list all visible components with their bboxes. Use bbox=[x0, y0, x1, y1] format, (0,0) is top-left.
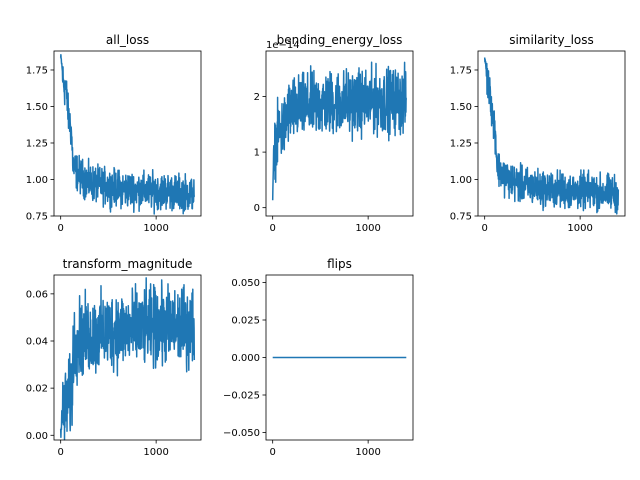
subplot-title: bending_energy_loss bbox=[277, 33, 403, 47]
y-tick-label: 2 bbox=[254, 92, 260, 103]
x-tick-label: 0 bbox=[57, 447, 63, 458]
subplot-similarity-loss: similarity_loss 0 1000 0.75 1.00 1.25 1.50 1.75 bbox=[450, 33, 626, 234]
y-tick-label: 0.02 bbox=[26, 384, 48, 395]
y-tick-label: 0.04 bbox=[26, 337, 48, 348]
x-tick-label: 1000 bbox=[143, 447, 168, 458]
x-tick-label: 1000 bbox=[355, 447, 380, 458]
y-tick-label: 1.75 bbox=[26, 65, 48, 76]
y-tick-label: −0.025 bbox=[223, 391, 260, 402]
x-tick-label: 1000 bbox=[567, 223, 592, 234]
y-tick-label: −0.050 bbox=[223, 428, 260, 439]
y-tick-label: 1 bbox=[254, 148, 260, 159]
x-tick-label: 0 bbox=[269, 223, 275, 234]
y-tick-label: 0 bbox=[254, 203, 260, 214]
y-tick-label: 1.75 bbox=[450, 65, 472, 76]
offset-label: 1e−14 bbox=[266, 40, 300, 51]
axes-frame bbox=[53, 274, 202, 441]
x-tick-label: 0 bbox=[481, 223, 487, 234]
x-tick-label: 0 bbox=[269, 447, 275, 458]
series-line bbox=[483, 57, 620, 215]
series-line bbox=[59, 53, 196, 215]
subplot-flips: flips 0 1000 −0.050 −0.025 0.000 0.025 0.050 bbox=[223, 257, 414, 458]
y-tick-label: 1.00 bbox=[450, 175, 472, 186]
y-tick-label: 0.06 bbox=[26, 289, 48, 300]
y-tick-label: 1.25 bbox=[26, 138, 48, 149]
subplot-title: all_loss bbox=[106, 33, 149, 47]
y-tick-label: 0.025 bbox=[231, 316, 260, 327]
x-tick-label: 0 bbox=[57, 223, 63, 234]
axes-frame bbox=[53, 50, 202, 217]
subplot-title: flips bbox=[327, 257, 352, 271]
y-tick-label: 0.00 bbox=[26, 431, 48, 442]
y-tick-label: 0.75 bbox=[26, 212, 48, 223]
subplot-title: similarity_loss bbox=[509, 33, 594, 47]
y-tick-label: 0.75 bbox=[450, 212, 472, 223]
x-tick-label: 1000 bbox=[143, 223, 168, 234]
axes-frame bbox=[477, 50, 626, 217]
y-tick-label: 1.50 bbox=[26, 102, 48, 113]
y-tick-label: 1.50 bbox=[450, 102, 472, 113]
y-tick-label: 1.25 bbox=[450, 138, 472, 149]
subplot-transform-magnitude: transform_magnitude 0 1000 0.00 0.02 0.04 0.06 bbox=[26, 257, 202, 458]
y-tick-label: 0.050 bbox=[231, 278, 260, 289]
subplot-all-loss: all_loss 0 1000 0.75 1.00 1.25 1.50 1.75 bbox=[26, 33, 202, 234]
subplot-title: transform_magnitude bbox=[63, 257, 193, 271]
axes-frame bbox=[265, 50, 414, 217]
x-tick-label: 1000 bbox=[355, 223, 380, 234]
y-tick-label: 1.00 bbox=[26, 175, 48, 186]
y-tick-label: 0.000 bbox=[231, 353, 260, 364]
series-line bbox=[59, 277, 196, 441]
series-line bbox=[271, 61, 408, 201]
